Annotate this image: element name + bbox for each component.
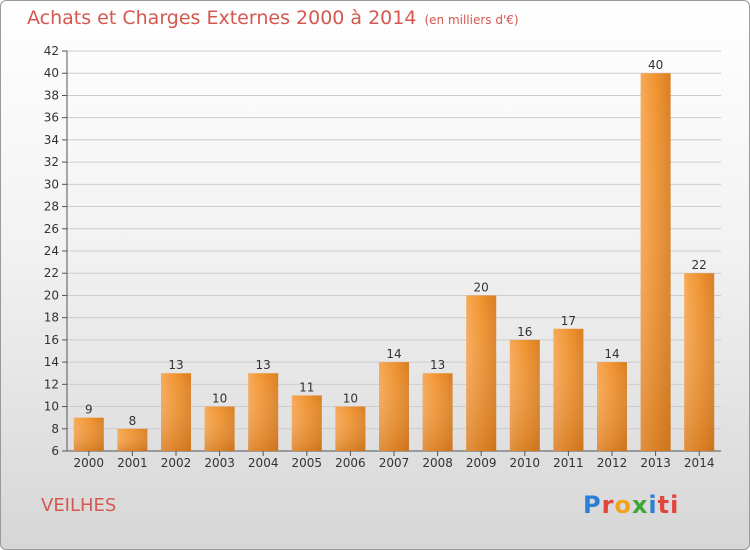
y-tick-label: 38 [44,88,59,102]
y-tick-label: 14 [44,355,59,369]
y-tick-label: 16 [44,333,59,347]
data-label: 40 [648,58,663,72]
logo-letter: o [614,491,632,519]
data-label: 14 [386,347,401,361]
x-tick-label: 2004 [248,456,279,470]
data-label: 11 [299,380,314,394]
data-label: 10 [212,392,227,406]
x-tick-label: 2011 [553,456,584,470]
bar-shade [291,395,322,451]
data-label: 20 [474,280,489,294]
x-tick-label: 2003 [204,456,235,470]
bar-shade [597,362,627,451]
bar-shade [335,406,366,451]
x-tick-label: 2001 [117,456,148,470]
x-tick-label: 2000 [74,456,105,470]
bar-shade [466,295,497,451]
y-tick-label: 28 [44,200,59,214]
y-tick-label: 24 [44,244,59,258]
bar-shade [117,428,148,451]
logo-letter: r [601,491,615,519]
x-tick-label: 2002 [161,456,192,470]
y-tick-label: 6 [51,444,59,458]
y-tick-label: 8 [51,422,59,436]
bar-shade [684,273,715,451]
bar-shade [379,362,409,451]
bar-shade [422,373,453,451]
data-label: 13 [430,358,445,372]
logo-letter: x [631,491,649,519]
y-tick-label: 32 [44,155,59,169]
y-tick-label: 34 [44,133,59,147]
y-tick-label: 12 [44,377,59,391]
bar-shade [73,417,104,451]
x-tick-label: 2012 [597,456,628,470]
bar-shade [553,328,584,451]
y-tick-label: 36 [44,111,59,125]
logo-letter: P [583,491,602,519]
logo-letter: i [648,491,658,519]
data-label: 16 [517,325,532,339]
y-tick-label: 26 [44,222,59,236]
data-label: 13 [168,358,183,372]
data-label: 10 [343,392,358,406]
y-tick-label: 22 [44,266,59,280]
bar-shade [248,373,279,451]
x-tick-label: 2008 [422,456,453,470]
y-tick-label: 18 [44,311,59,325]
x-tick-label: 2009 [466,456,497,470]
y-tick-label: 40 [44,66,59,80]
logo-letter: ti [657,491,680,519]
proxiti-logo: Proxiti [583,491,679,519]
data-label: 13 [256,358,271,372]
bar-shade [640,73,671,451]
y-tick-label: 10 [44,400,59,414]
bar-shade [204,406,235,451]
data-label: 17 [561,314,576,328]
x-tick-label: 2010 [510,456,541,470]
y-tick-label: 20 [44,288,59,302]
y-tick-label: 42 [44,44,59,58]
data-label: 8 [129,414,137,428]
location-label: VEILHES [41,495,117,516]
chart-title-text: Achats et Charges Externes 2000 à 2014 [27,7,417,29]
data-label: 9 [85,403,93,417]
chart-subtitle: (en milliers d'€) [424,13,519,27]
chart-title: Achats et Charges Externes 2000 à 2014 (e… [27,7,519,29]
data-label: 14 [604,347,619,361]
data-label: 22 [692,258,707,272]
x-tick-label: 2014 [684,456,715,470]
x-tick-label: 2005 [292,456,323,470]
bar-shade [161,373,191,451]
x-tick-label: 2007 [379,456,410,470]
x-tick-label: 2013 [640,456,671,470]
x-tick-label: 2006 [335,456,366,470]
bar-shade [509,339,540,451]
y-tick-label: 30 [44,177,59,191]
